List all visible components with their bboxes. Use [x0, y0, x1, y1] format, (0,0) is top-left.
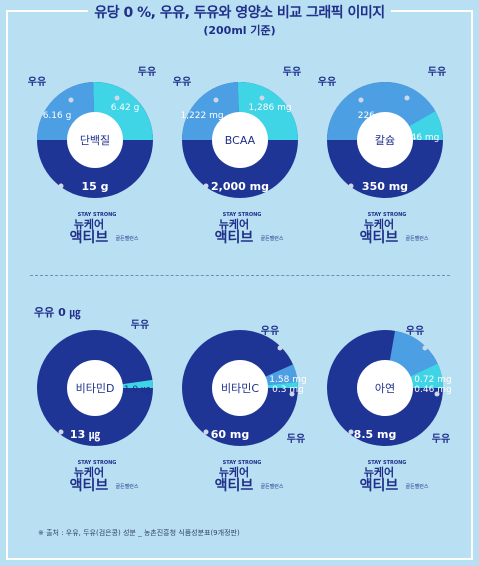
product-value-label: 60 mg [211, 428, 249, 441]
soy-value-label: 6.42 g [111, 103, 140, 113]
brand-line2: 액티브 [215, 477, 254, 494]
brand-tag: STAY STRONG [368, 460, 407, 466]
brand-sub: 골든밸런스 [115, 483, 138, 490]
center-label: 단백질 [80, 134, 110, 147]
product-value-label: 15 g [81, 180, 108, 193]
soy-value-label: 0.3 mg [272, 385, 304, 395]
product-dot [348, 183, 354, 189]
brand-line2: 액티브 [360, 477, 399, 494]
milk-dot [68, 97, 74, 103]
soy-value-label: 1,286 mg [248, 103, 291, 113]
center-label: 칼슘 [375, 134, 395, 147]
milk-dot [277, 345, 283, 351]
center-hole [212, 360, 268, 416]
brand-tag: STAY STRONG [78, 212, 117, 218]
center-label: 아연 [375, 382, 395, 395]
soy-tag: 두유 [432, 433, 450, 445]
soy-tag: 두유 [287, 433, 305, 445]
brand-tag: STAY STRONG [78, 460, 117, 466]
brand-tag: STAY STRONG [223, 212, 262, 218]
milk-tag: 우유 [28, 76, 46, 88]
product-value-label: 8.5 mg [354, 428, 397, 441]
page-title: 유당 0 %, 우유, 두유와 영양소 비교 그래픽 이미지 [88, 2, 391, 22]
soy-dot [114, 95, 120, 101]
brand-line1: 뉴케어 [364, 217, 394, 231]
product-dot [348, 429, 354, 435]
milk-tag: 우유 [261, 325, 279, 337]
soy-dot [259, 95, 265, 101]
brand-sub: 골든밸런스 [260, 483, 283, 490]
brand-line2: 액티브 [360, 229, 399, 246]
soy-tag: 두유 [428, 66, 446, 78]
soy-value-label: 46 mg [411, 133, 440, 143]
brand-line1: 뉴케어 [219, 465, 249, 479]
milk-tag: 우유 [406, 325, 424, 337]
brand-sub: 골든밸런스 [405, 235, 428, 242]
brand-line2: 액티브 [215, 229, 254, 246]
brand-line2: 액티브 [70, 229, 109, 246]
soy-tag: 두유 [283, 66, 301, 78]
page-subtitle: (200ml 기준) [203, 24, 276, 37]
product-dot [203, 429, 209, 435]
brand-line1: 뉴케어 [219, 217, 249, 231]
product-value-label: 350 mg [362, 180, 408, 193]
center-hole [212, 112, 268, 168]
center-hole [67, 112, 123, 168]
brand-sub: 골든밸런스 [260, 235, 283, 242]
milk-zero-label: 우유 0 ㎍ [34, 306, 81, 319]
soy-dot [289, 391, 295, 397]
center-label: BCAA [225, 134, 256, 147]
milk-value-label: 1.58 mg [269, 375, 306, 385]
brand-sub: 골든밸런스 [115, 235, 138, 242]
soy-dot [404, 95, 410, 101]
brand-line1: 뉴케어 [74, 217, 104, 231]
soy-tag: 두유 [131, 319, 149, 331]
center-label: 비타민C [221, 382, 259, 395]
center-hole [357, 112, 413, 168]
brand-sub: 골든밸런스 [405, 483, 428, 490]
soy-dot [434, 391, 440, 397]
milk-value-label: 1,222 mg [180, 111, 223, 121]
soy-value-label: 0.46 mg [414, 385, 451, 395]
brand-tag: STAY STRONG [368, 212, 407, 218]
center-hole [357, 360, 413, 416]
soy-value-label: 1.9 ㎍ [124, 385, 150, 395]
brand-line2: 액티브 [70, 477, 109, 494]
source-footnote: ※ 출처 : 우유, 두유(검은콩) 성분 _ 농촌진흥청 식품성분표(9개정판… [38, 529, 240, 537]
product-value-label: 13 ㎍ [70, 428, 100, 442]
brand-tag: STAY STRONG [223, 460, 262, 466]
product-dot [58, 183, 64, 189]
soy-tag: 두유 [138, 66, 156, 78]
milk-dot [213, 97, 219, 103]
title-box: 유당 0 %, 우유, 두유와 영양소 비교 그래픽 이미지 [0, 2, 479, 22]
center-label: 비타민D [76, 382, 115, 395]
milk-dot [358, 97, 364, 103]
milk-value-label: 226 mg [358, 111, 393, 121]
milk-value-label: 0.72 mg [414, 375, 451, 385]
milk-tag: 우유 [173, 76, 191, 88]
product-dot [203, 183, 209, 189]
product-value-label: 2,000 mg [211, 180, 269, 193]
product-dot [58, 429, 64, 435]
center-hole [67, 360, 123, 416]
section-divider [30, 275, 450, 276]
milk-value-label: 6.16 g [43, 111, 72, 121]
milk-tag: 우유 [318, 76, 336, 88]
milk-dot [422, 345, 428, 351]
brand-line1: 뉴케어 [74, 465, 104, 479]
brand-line1: 뉴케어 [364, 465, 394, 479]
